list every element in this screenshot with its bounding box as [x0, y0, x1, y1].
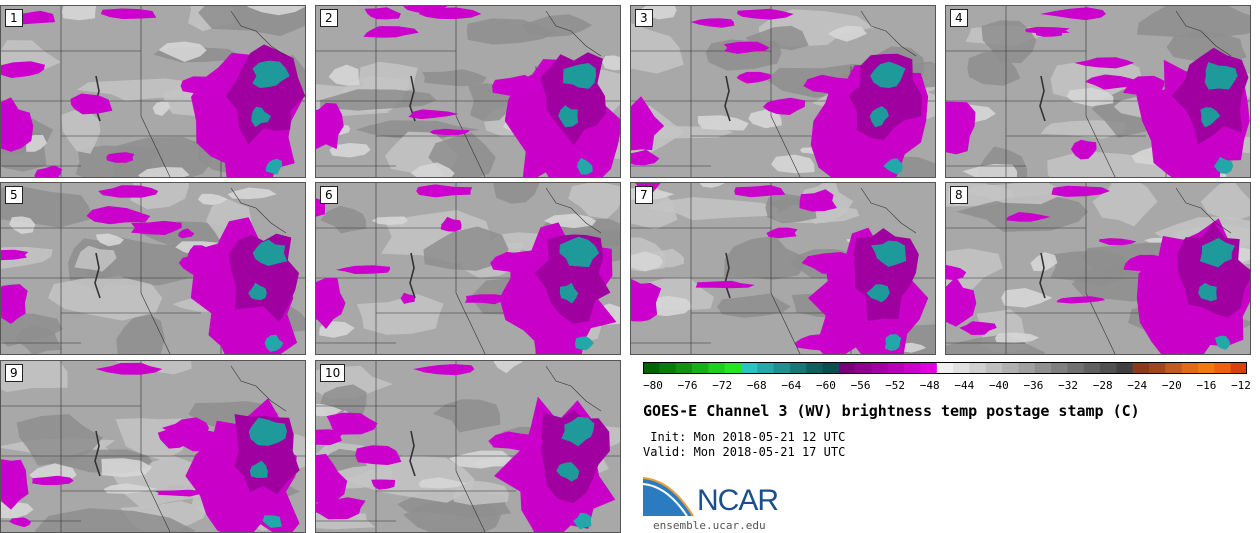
colorbar-swatch — [659, 362, 677, 374]
wv-map — [1, 6, 305, 177]
colorbar-swatch — [969, 362, 987, 374]
wv-map — [316, 6, 620, 177]
colorbar-swatch — [1165, 362, 1183, 374]
panel-number: 9 — [5, 364, 23, 382]
colorbar-swatch — [1198, 362, 1215, 374]
wv-map — [1, 361, 305, 532]
postage-stamp-panel: 7 — [630, 182, 936, 355]
colorbar-swatch — [871, 362, 889, 374]
site-url: ensemble.ucar.edu — [653, 519, 766, 532]
colorbar-swatch — [1034, 362, 1052, 374]
wv-map — [631, 6, 935, 177]
panel-number: 10 — [320, 364, 346, 382]
postage-stamp-panel: 2 — [315, 5, 621, 178]
postage-stamp-panel: 5 — [0, 182, 306, 355]
colorbar-swatch — [806, 362, 824, 374]
colorbar-swatch — [936, 362, 954, 374]
colorbar-tick-label: −52 — [885, 379, 906, 392]
colorbar-swatch — [1181, 362, 1199, 374]
panel-number: 6 — [320, 186, 338, 204]
colorbar-swatch — [985, 362, 1003, 374]
postage-stamp-panel: 10 — [315, 360, 621, 533]
colorbar-tick-label: −36 — [1023, 379, 1044, 392]
colorbar-swatch — [1214, 362, 1232, 374]
colorbar-swatch — [822, 362, 840, 374]
colorbar-swatch — [789, 362, 807, 374]
panel-number: 4 — [950, 9, 968, 27]
colorbar-tick-label: −40 — [988, 379, 1009, 392]
colorbar-swatch — [1116, 362, 1134, 374]
colorbar-tick-label: −44 — [954, 379, 975, 392]
ncar-logo-text: NCAR — [697, 484, 779, 517]
colorbar-tick-label: −48 — [919, 379, 940, 392]
wv-map — [1, 183, 305, 354]
wv-map — [316, 361, 620, 532]
colorbar-tick-label: −72 — [712, 379, 733, 392]
colorbar-tick-label: −80 — [643, 379, 663, 392]
colorbar-swatch — [1067, 362, 1085, 374]
panel-number: 5 — [5, 186, 23, 204]
init-time: Init: Mon 2018-05-21 12 UTC — [643, 430, 846, 444]
colorbar-swatch — [838, 362, 856, 374]
colorbar-swatch — [1230, 362, 1247, 374]
colorbar-tick-label: −64 — [781, 379, 802, 392]
colorbar-swatch — [757, 362, 775, 374]
panel-number: 1 — [5, 9, 23, 27]
colorbar-swatch — [691, 362, 709, 374]
postage-stamp-panel: 1 — [0, 5, 306, 178]
colorbar-border — [643, 362, 1247, 374]
colorbar-swatch — [1018, 362, 1036, 374]
colorbar-swatch — [953, 362, 971, 374]
colorbar-tick-label: −76 — [677, 379, 698, 392]
colorbar-tick-label: −56 — [850, 379, 871, 392]
colorbar-swatch — [1051, 362, 1069, 374]
colorbar-swatch — [1002, 362, 1020, 374]
colorbar-swatch — [855, 362, 873, 374]
colorbar-swatch — [773, 362, 791, 374]
colorbar-tick-label: −16 — [1196, 379, 1217, 392]
colorbar-swatch — [920, 362, 938, 374]
wv-map — [316, 183, 620, 354]
colorbar-tick-label: −60 — [816, 379, 836, 392]
panel-number: 3 — [635, 9, 653, 27]
wv-map — [631, 183, 935, 354]
colorbar-swatch — [740, 362, 758, 374]
postage-stamp-panel: 6 — [315, 182, 621, 355]
colorbar-swatch — [675, 362, 693, 374]
colorbar-swatch — [708, 362, 726, 374]
colorbar-tick-label: −20 — [1161, 379, 1182, 392]
ncar-logo-icon — [643, 477, 694, 517]
postage-stamp-panel: 4 — [945, 5, 1251, 178]
wv-map — [946, 6, 1250, 177]
colorbar-tick-labels: −80 −76 −72 −68 −64 −60 −56 −52 −48 −44 −40 −36 −32 −… — [643, 379, 1251, 393]
wv-map — [946, 183, 1250, 354]
colorbar-swatch — [1100, 362, 1117, 374]
colorbar-tick-label: −68 — [746, 379, 767, 392]
colorbar-swatch — [1132, 362, 1150, 374]
colorbar-tick-label: −12 — [1231, 379, 1251, 392]
colorbar-swatch — [724, 362, 742, 374]
postage-stamp-panel: 9 — [0, 360, 306, 533]
panel-number: 7 — [635, 186, 653, 204]
colorbar-swatch — [1083, 362, 1101, 374]
colorbar-swatch — [1149, 362, 1166, 374]
postage-stamp-panel: 8 — [945, 182, 1251, 355]
colorbar-swatch — [887, 362, 905, 374]
postage-stamp-panel: 3 — [630, 5, 936, 178]
colorbar-tick-label: −24 — [1127, 379, 1148, 392]
colorbar — [643, 362, 1247, 374]
panel-number: 2 — [320, 9, 338, 27]
colorbar-swatch — [904, 362, 922, 374]
figure-title: GOES-E Channel 3 (WV) brightness temp po… — [643, 402, 1140, 420]
colorbar-tick-label: −28 — [1092, 379, 1113, 392]
colorbar-tick-label: −32 — [1058, 379, 1078, 392]
valid-time: Valid: Mon 2018-05-21 17 UTC — [643, 445, 846, 459]
colorbar-swatch — [643, 362, 660, 374]
panel-number: 8 — [950, 186, 968, 204]
